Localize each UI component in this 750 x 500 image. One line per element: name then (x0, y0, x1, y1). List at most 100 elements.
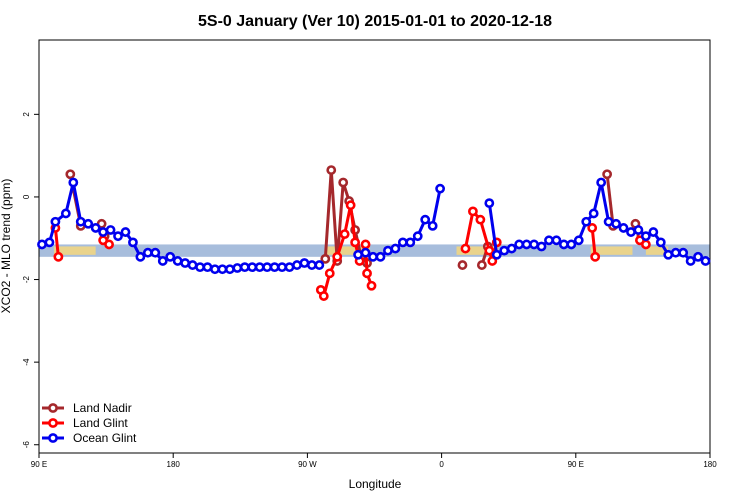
data-point (318, 291, 329, 301)
legend-marker (48, 433, 58, 443)
land-mask-segment (590, 246, 633, 255)
data-point (210, 264, 220, 275)
data-point (360, 247, 371, 258)
data-point (362, 268, 372, 279)
data-point (269, 262, 280, 273)
data-point (476, 260, 487, 270)
data-point (180, 258, 191, 268)
data-point (420, 214, 431, 225)
data-point (284, 262, 295, 273)
land-mask-segment (53, 246, 96, 255)
data-point (670, 247, 681, 258)
series-land-glint (50, 200, 651, 301)
data-point (345, 200, 356, 211)
y-tick-label: -4 (22, 358, 31, 366)
legend-marker (48, 418, 58, 428)
data-point (626, 227, 636, 237)
data-point (120, 227, 131, 237)
data-point (678, 247, 689, 258)
legend-marker (48, 403, 58, 413)
data-point (506, 243, 517, 254)
data-point (350, 237, 361, 248)
x-tick-label: 90 E (568, 460, 584, 469)
data-point (468, 206, 478, 217)
data-point (640, 231, 651, 242)
y-tick-label: 0 (22, 194, 31, 199)
x-tick-label: 90 E (31, 460, 47, 469)
data-point (484, 198, 495, 209)
data-point (602, 169, 613, 180)
data-point (83, 218, 94, 229)
data-point (491, 249, 502, 260)
data-point (98, 227, 109, 237)
data-point (224, 264, 235, 275)
data-point (405, 237, 416, 248)
data-point (353, 249, 363, 260)
data-point (633, 225, 644, 235)
x-tick-label: 180 (703, 460, 717, 469)
data-point (135, 251, 146, 262)
data-point (588, 208, 599, 219)
data-point (663, 249, 674, 260)
data-point (75, 216, 86, 227)
data-point (427, 220, 438, 231)
legend-label: Land Glint (73, 416, 128, 430)
data-point (573, 235, 584, 246)
data-point (590, 251, 601, 262)
data-point (544, 235, 554, 246)
x-tick-label: 180 (167, 460, 181, 469)
series-layer (37, 165, 711, 301)
data-point (397, 237, 408, 248)
series-line (605, 174, 615, 227)
data-point (90, 223, 101, 233)
legend-label: Land Nadir (73, 401, 132, 415)
data-point (332, 251, 343, 262)
data-point (44, 237, 55, 248)
data-point (558, 239, 569, 250)
data-point (104, 239, 114, 250)
data-point (487, 256, 498, 266)
data-point (475, 214, 486, 225)
data-point (640, 239, 651, 250)
data-point (326, 165, 337, 175)
data-point (587, 223, 598, 233)
data-point (603, 216, 614, 227)
data-point (142, 247, 153, 258)
data-point (128, 237, 138, 248)
data-point (360, 239, 371, 250)
y-tick-label: 2 (22, 112, 31, 117)
data-point (239, 262, 250, 273)
data-point (368, 251, 378, 262)
data-point (338, 177, 349, 188)
data-point (113, 231, 123, 242)
data-point (299, 258, 310, 268)
data-point (375, 251, 386, 262)
y-tick-label: -2 (22, 275, 31, 283)
data-point (187, 260, 198, 270)
data-point (68, 177, 79, 188)
data-point (292, 260, 302, 270)
data-point (105, 225, 116, 235)
data-point (685, 256, 696, 266)
data-point (655, 237, 666, 248)
data-point (700, 256, 711, 266)
data-point (536, 241, 547, 252)
data-point (150, 247, 161, 258)
data-point (37, 239, 47, 250)
y-axis-label: XCO2 - MLO trend (ppm) (0, 179, 13, 314)
data-point (60, 208, 71, 219)
data-point (314, 260, 325, 270)
legend-label: Ocean Glint (73, 431, 137, 445)
data-point (412, 231, 423, 242)
data-point (277, 262, 287, 273)
data-point (247, 262, 258, 273)
chart-title: 5S-0 January (Ver 10) 2015-01-01 to 2020… (198, 13, 552, 30)
data-point (390, 243, 401, 254)
data-point (693, 251, 703, 262)
series-ocean-glint (37, 177, 711, 275)
y-axis: -6 -4 -2 0 2 (22, 112, 39, 448)
data-point (499, 245, 510, 256)
data-point (320, 253, 331, 264)
data-point (65, 169, 76, 180)
